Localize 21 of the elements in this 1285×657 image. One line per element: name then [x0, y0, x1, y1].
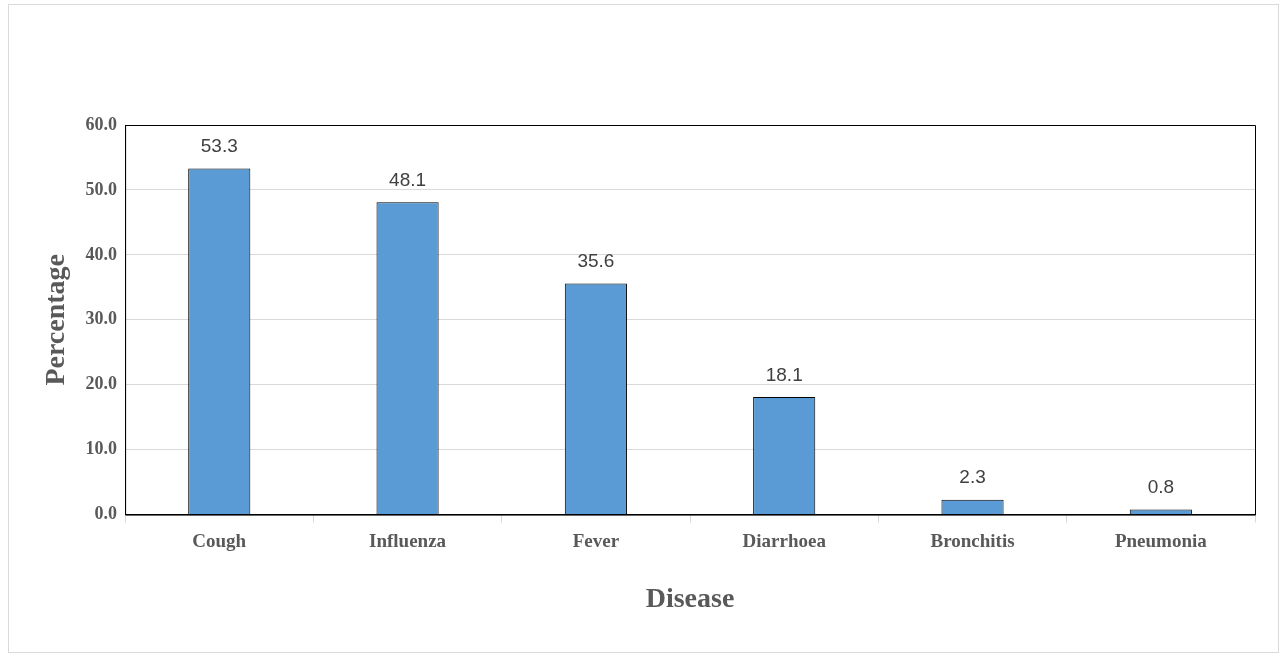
- data-label: 18.1: [765, 363, 803, 385]
- y-axis-title: Percentage: [39, 253, 71, 386]
- data-label: 35.6: [577, 250, 615, 272]
- data-label: 0.8: [1147, 476, 1175, 498]
- x-tick-label: Diarrhoea: [742, 529, 827, 551]
- x-tick-label: Influenza: [369, 529, 447, 551]
- y-tick-label: 60.0: [85, 113, 118, 134]
- y-tick-label: 40.0: [85, 243, 118, 264]
- x-tick-label: Fever: [572, 529, 620, 551]
- data-label: 48.1: [389, 169, 427, 191]
- y-tick-label: 0.0: [94, 503, 118, 524]
- data-label: 2.3: [959, 466, 986, 488]
- y-tick-label: 30.0: [85, 308, 118, 329]
- x-tick-label: Bronchitis: [930, 529, 1015, 551]
- data-label: 53.3: [200, 135, 238, 157]
- y-tick-label: 50.0: [85, 178, 118, 199]
- x-tick-label: Pneumonia: [1114, 529, 1208, 551]
- y-tick-label: 10.0: [85, 438, 118, 459]
- x-tick-label: Cough: [192, 529, 247, 551]
- y-tick-label: 20.0: [85, 373, 118, 394]
- x-axis-title: Disease: [645, 582, 735, 614]
